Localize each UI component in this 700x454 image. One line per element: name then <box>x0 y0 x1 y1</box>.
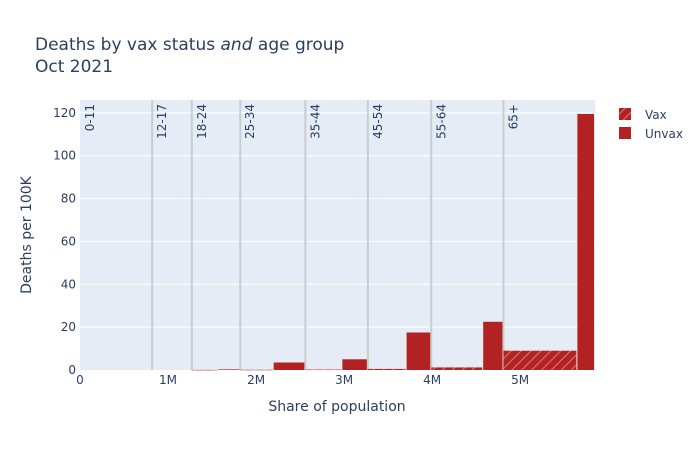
x-tick-label-2M: 2M <box>247 373 265 387</box>
y-tick-label-100: 100 <box>53 149 76 163</box>
y-tick-label-40: 40 <box>61 277 76 291</box>
bar-unvax-25-34 <box>273 362 305 370</box>
x-tick-label-0: 0 <box>76 373 84 387</box>
bar-unvax-55-64 <box>483 321 503 370</box>
y-tick-label-60: 60 <box>61 234 76 248</box>
legend-item-vax[interactable]: Vax <box>619 108 667 122</box>
legend: Vax Unvax <box>619 108 683 141</box>
y-axis-label: Deaths per 100K <box>19 175 35 294</box>
y-tick-label-0: 0 <box>68 363 76 377</box>
title-emphasis: and <box>221 35 253 55</box>
y-tick-label-80: 80 <box>61 192 76 206</box>
y-tick-label-120: 120 <box>53 106 76 120</box>
bar-vax-18-24 <box>191 369 218 371</box>
legend-swatch-unvax <box>619 127 631 139</box>
age-group-separators <box>151 100 505 370</box>
gridlines <box>80 112 595 328</box>
x-tick-label-1M: 1M <box>159 373 177 387</box>
bar-unvax-45-54 <box>406 332 431 370</box>
title-part-1: Deaths by vax status <box>35 35 221 55</box>
age-group-label-55-64: 55-64 <box>434 104 448 139</box>
legend-label-vax: Vax <box>645 108 667 122</box>
age-group-label-65+: 65+ <box>506 104 520 129</box>
legend-label-unvax: Unvax <box>645 127 683 141</box>
age-group-labels: 0-11 12-17 18-24 25-34 35-44 45-54 55-64 65+ <box>83 104 520 139</box>
bar-vax-25-34 <box>240 369 273 371</box>
bar-vax-65+ <box>503 350 577 370</box>
x-tick-label-5M: 5M <box>511 373 529 387</box>
y-tick-label-20: 20 <box>61 320 76 334</box>
chart-title: Deaths by vax status and age group <box>35 35 344 55</box>
bar-vax-45-54 <box>367 368 406 370</box>
x-tick-label-3M: 3M <box>335 373 353 387</box>
bar-unvax-18-24 <box>218 369 240 370</box>
chart-subtitle: Oct 2021 <box>35 57 113 77</box>
age-group-label-25-34: 25-34 <box>243 104 257 139</box>
age-group-label-18-24: 18-24 <box>195 104 209 139</box>
bars <box>191 113 594 371</box>
age-group-label-45-54: 45-54 <box>371 104 385 139</box>
x-tick-label-4M: 4M <box>423 373 441 387</box>
legend-item-unvax[interactable]: Unvax <box>619 127 683 141</box>
x-axis-label: Share of population <box>268 399 405 415</box>
legend-swatch-vax <box>619 108 631 120</box>
bar-vax-55-64 <box>431 367 483 370</box>
age-group-label-12-17: 12-17 <box>155 104 169 139</box>
age-group-label-35-44: 35-44 <box>308 104 322 139</box>
y-axis-ticks: 0 20 40 60 80 100 120 <box>53 106 76 377</box>
bar-unvax-35-44 <box>342 359 367 370</box>
title-part-2: age group <box>253 35 345 55</box>
x-axis-ticks: 0 1M 2M 3M 4M 5M <box>76 373 529 387</box>
bar-vax-35-44 <box>305 369 342 371</box>
bar-unvax-65+ <box>577 113 594 370</box>
age-group-label-0-11: 0-11 <box>83 104 97 131</box>
plot-area <box>80 100 595 370</box>
